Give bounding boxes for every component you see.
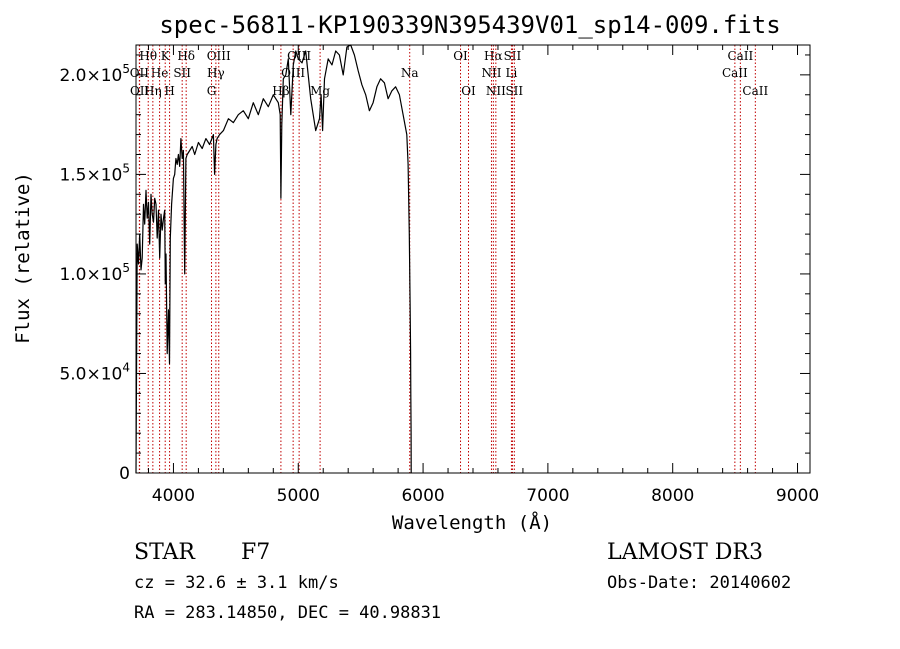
spectral-line-label: OI	[453, 49, 468, 63]
spectral-line-label: Hδ	[177, 49, 195, 63]
spectral-line-label: G	[207, 84, 217, 98]
spectral-line-label: CaII	[727, 49, 753, 63]
y-axis-label: Flux (relative)	[12, 172, 34, 344]
y-tick-mantissa: 5.0×10	[59, 364, 122, 384]
x-axis-label: Wavelength (Å)	[392, 511, 552, 534]
x-tick-label: 6000	[401, 486, 444, 506]
spectral-line-label: Hβ	[272, 84, 289, 98]
spectral-line-label: SII	[505, 84, 523, 98]
y-tick-mantissa: 1.0×10	[59, 265, 122, 285]
y-tick-label: 2.0×105	[59, 62, 130, 86]
spectral-line-label: H	[164, 84, 174, 98]
spectral-line-label: He	[151, 66, 169, 80]
x-tick-label: 8000	[651, 486, 694, 506]
spectral-line-label: SII	[173, 66, 191, 80]
spectral-line-label: Hθ	[139, 49, 157, 63]
spectral-line-label: OIII	[207, 49, 231, 63]
y-tick-exponent: 4	[122, 360, 130, 374]
spectral-line-label: Hγ	[207, 66, 225, 80]
y-tick-label: 0	[119, 464, 130, 484]
spectral-line-label: NII	[486, 84, 506, 98]
redshift-velocity: cz = 32.6 ± 3.1 km/s	[134, 573, 339, 593]
x-tick-label: 9000	[776, 486, 819, 506]
object-subclass: F7	[241, 540, 271, 565]
y-tick-exponent: 5	[122, 161, 130, 175]
spectral-line-label: OIII	[287, 49, 311, 63]
spectral-line-label: SII	[504, 49, 522, 63]
y-tick-label: 1.5×105	[59, 161, 130, 185]
spectral-line-label: NII	[481, 66, 501, 80]
spectral-line-label: Hη	[144, 84, 162, 98]
spectral-line-label: K	[161, 49, 171, 63]
spectral-line-label: CaII	[742, 84, 768, 98]
spectral-line-label: Li	[506, 66, 518, 80]
object-class: STAR	[134, 540, 195, 565]
x-tick-label: 5000	[277, 486, 320, 506]
spectrum-chart: spec-56811-KP190339N395439V01_sp14-009.f…	[12, 11, 819, 534]
y-tick-mantissa: 0	[119, 464, 130, 484]
chart-title: spec-56811-KP190339N395439V01_sp14-009.f…	[159, 11, 780, 39]
x-tick-label: 7000	[526, 486, 569, 506]
survey-label: LAMOST DR3	[607, 540, 763, 565]
y-tick-exponent: 5	[122, 62, 130, 76]
spectral-line-label: OI	[461, 84, 476, 98]
spectral-line-label: Hα	[484, 49, 503, 63]
plot-frame	[135, 44, 811, 474]
coordinates: RA = 283.14850, DEC = 40.98831	[134, 603, 442, 623]
spectral-line-label: CaII	[722, 66, 748, 80]
observation-date: Obs-Date: 20140602	[607, 573, 792, 593]
y-tick-label: 5.0×104	[59, 360, 130, 384]
y-tick-mantissa: 2.0×10	[59, 66, 122, 86]
spectrum-series-line	[135, 44, 412, 474]
spectral-line-label: OII	[130, 84, 150, 98]
spectral-line-label: Na	[401, 66, 419, 80]
y-tick-label: 1.0×105	[59, 261, 130, 285]
y-tick-exponent: 5	[122, 261, 130, 275]
y-tick-mantissa: 1.5×10	[59, 165, 122, 185]
spectral-line-label: Mg	[310, 84, 330, 98]
x-tick-label: 4000	[152, 486, 195, 506]
